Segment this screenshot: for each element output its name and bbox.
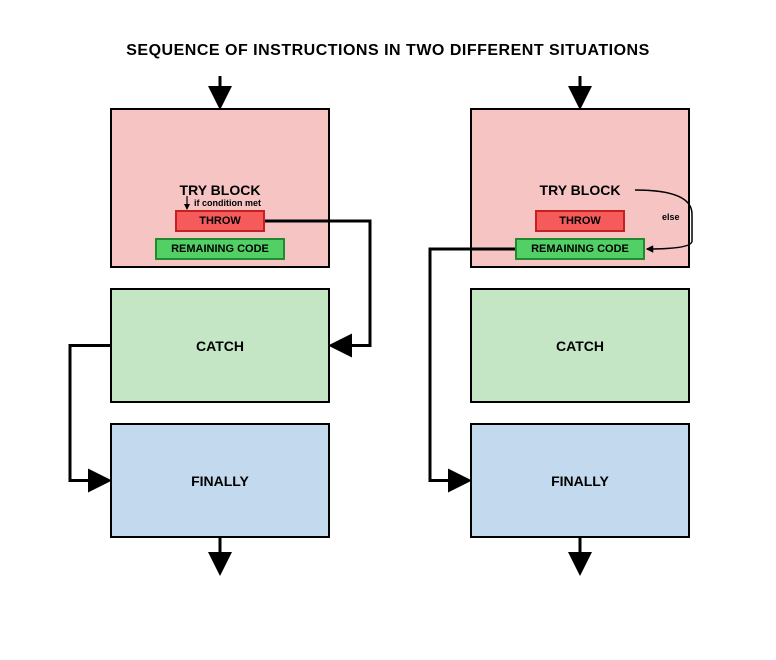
right-finally-block: FINALLY [470,423,690,538]
left-finally-block: FINALLY [110,423,330,538]
left-remaining-label: REMAINING CODE [171,243,269,255]
right-throw-block: THROW [535,210,625,232]
right-catch-label: CATCH [556,338,604,354]
left-finally-label: FINALLY [191,473,249,489]
right-catch-block: CATCH [470,288,690,403]
right-remaining-block: REMAINING CODE [515,238,645,260]
diagram-title: SEQUENCE OF INSTRUCTIONS IN TWO DIFFEREN… [0,42,776,60]
left-throw-block: THROW [175,210,265,232]
left-if-condition-label: if condition met [194,198,261,208]
right-try-label: TRY BLOCK [470,182,690,198]
left-try-label: TRY BLOCK [110,182,330,198]
right-remaining-label: REMAINING CODE [531,243,629,255]
right-finally-label: FINALLY [551,473,609,489]
left-catch-block: CATCH [110,288,330,403]
left-remaining-block: REMAINING CODE [155,238,285,260]
right-throw-label: THROW [559,215,601,227]
left-catch-label: CATCH [196,338,244,354]
right-else-label: else [662,212,680,222]
left-throw-label: THROW [199,215,241,227]
